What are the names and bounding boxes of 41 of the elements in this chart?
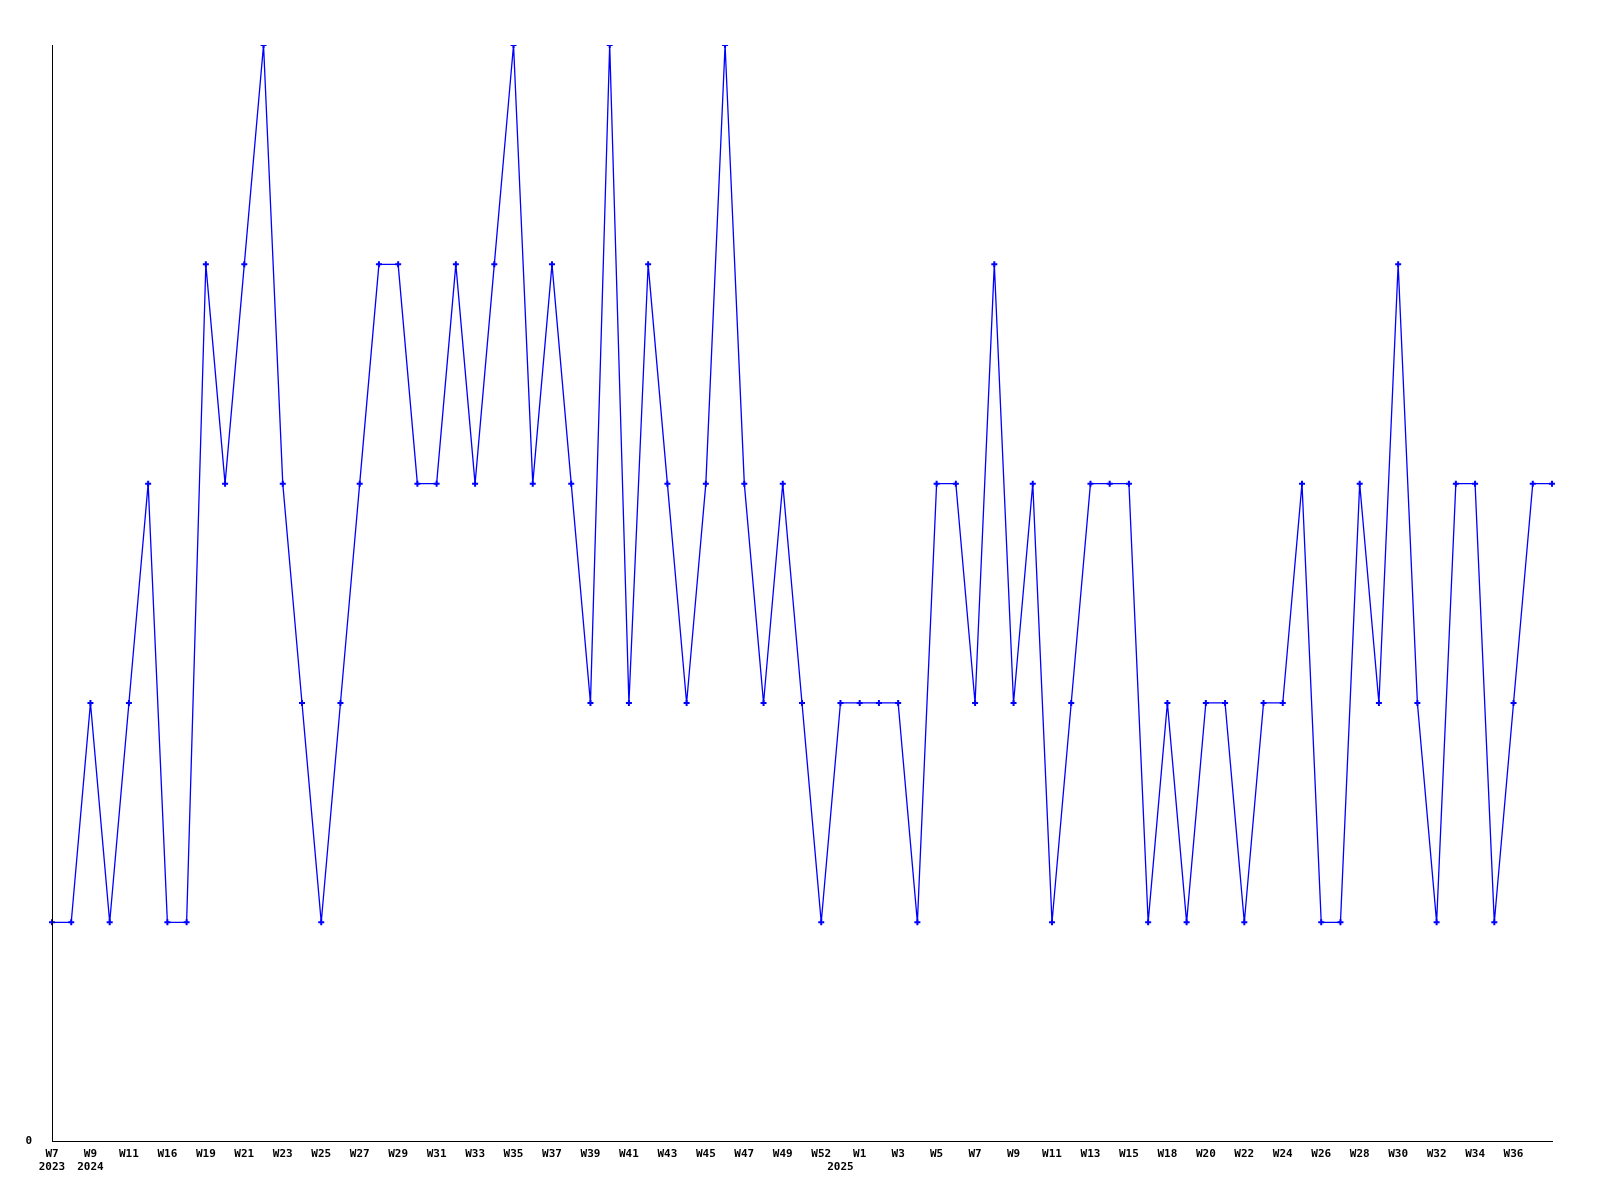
- text: 0: [25, 1134, 32, 1148]
- x-tick-label: W45: [695, 1147, 716, 1161]
- x-tick-label: W52: [811, 1147, 832, 1161]
- x-tick-label: W29: [388, 1147, 409, 1161]
- x-tick-label: W27: [349, 1147, 370, 1161]
- x-tick-label: W47: [734, 1147, 755, 1161]
- x-tick-label: W11: [1042, 1147, 1063, 1161]
- x-tick-label: W25: [311, 1147, 332, 1161]
- x-tick-label: W43: [657, 1147, 678, 1161]
- x-tick-label: W31: [426, 1147, 447, 1161]
- x-tick-label: W35: [503, 1147, 524, 1161]
- x-tick-label: W9 2024: [77, 1147, 105, 1174]
- x-tick-label: 2025: [827, 1160, 854, 1174]
- x-tick-label: W9: [1006, 1147, 1021, 1161]
- x-tick-label: W15: [1118, 1147, 1139, 1161]
- x-tick-label: W28: [1349, 1147, 1370, 1161]
- x-tick-label: W26: [1311, 1147, 1332, 1161]
- x-tick-label: W7 2023: [38, 1147, 66, 1174]
- x-tick-label: W7: [968, 1147, 982, 1161]
- x-tick-label: W23: [272, 1147, 293, 1161]
- x-tick-label: W1: [853, 1147, 867, 1161]
- x-tick-label: W36: [1503, 1147, 1524, 1161]
- x-tick-label: W32: [1426, 1147, 1447, 1161]
- x-tick-label: W20: [1195, 1147, 1216, 1161]
- x-tick-label: W16: [157, 1147, 178, 1161]
- x-tick-label: W5: [929, 1147, 944, 1161]
- x-tick-label: W34: [1465, 1147, 1486, 1161]
- x-tick-label: W18: [1157, 1147, 1178, 1161]
- x-tick-label: W19: [195, 1147, 216, 1161]
- x-tick-label: W37: [542, 1147, 562, 1161]
- x-tick-label: W22: [1234, 1147, 1255, 1161]
- x-tick-label: W24: [1272, 1147, 1294, 1161]
- x-tick-label: W33: [465, 1147, 486, 1161]
- x-tick-label: W49: [772, 1147, 793, 1161]
- x-tick-label: W3: [891, 1147, 905, 1161]
- x-tick-label: W39: [580, 1147, 601, 1161]
- x-tick-label: W30: [1388, 1147, 1409, 1161]
- x-tick-label: W21: [234, 1147, 255, 1161]
- x-tick-label: W11: [118, 1147, 140, 1161]
- x-tick-label: W13: [1080, 1147, 1101, 1161]
- x-tick-label: W41: [618, 1147, 640, 1161]
